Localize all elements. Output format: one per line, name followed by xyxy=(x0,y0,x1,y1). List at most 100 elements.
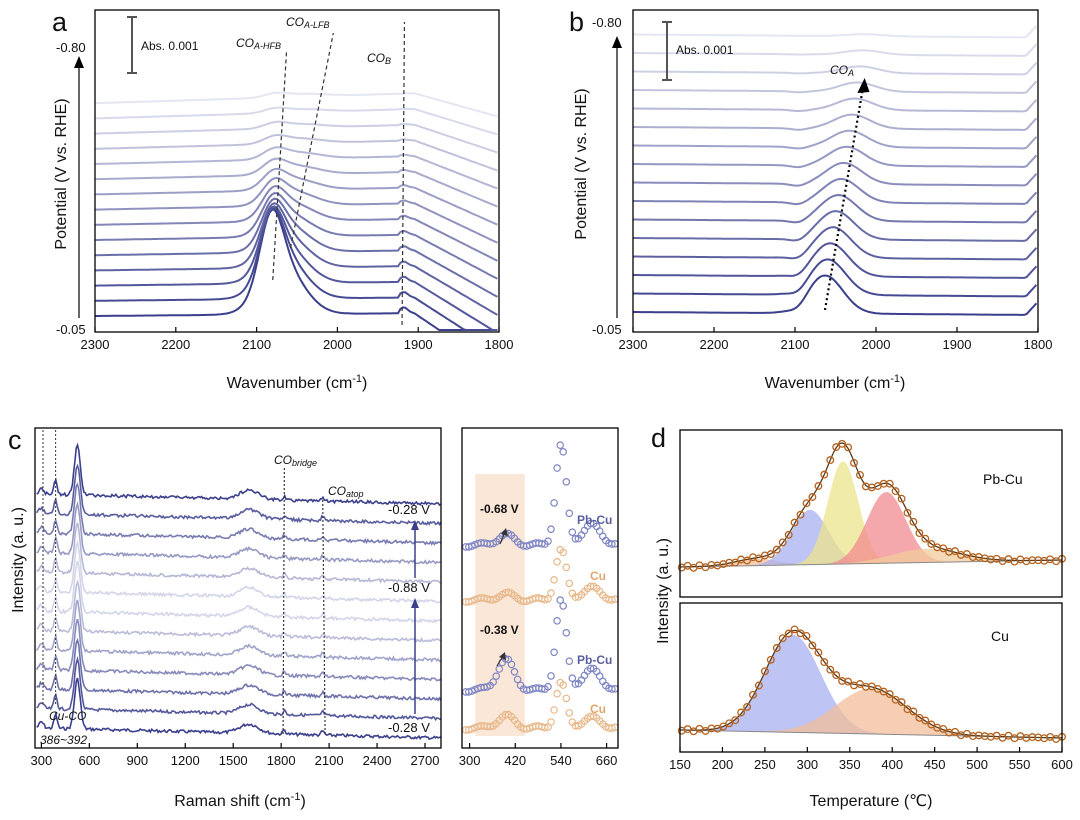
panel-d-tick-label-600: 600 xyxy=(1051,757,1073,772)
inset-cu-068-marker xyxy=(553,557,561,566)
panel-b-scale-label: Abs. 0.001 xyxy=(676,43,734,57)
panel-c-inset-spectra xyxy=(461,441,619,734)
panel-c-tick-label-2700: 2700 xyxy=(411,753,440,768)
panel-a-potential-top: -0.80 xyxy=(56,40,86,55)
panel-b-peak-label-a: COA xyxy=(830,63,854,78)
panel-d-x-label: Temperature (℃) xyxy=(810,793,933,810)
panel-c-spectrum xyxy=(36,677,441,741)
panel-d-data-marker xyxy=(951,547,959,556)
panel-d-data-marker xyxy=(772,545,781,554)
panel-d-data-marker xyxy=(921,716,930,725)
panel-c-inset-tick-label-540: 540 xyxy=(550,753,572,768)
panel-a-y-label: Potential (V vs. RHE) xyxy=(53,98,70,249)
inset-cu-038-marker xyxy=(559,681,568,689)
inset-pbcu-038-marker xyxy=(547,672,555,680)
panel-d-data-marker xyxy=(731,558,740,567)
inset-pbcu-068-marker xyxy=(550,499,558,507)
guide-co-a-arrowhead xyxy=(857,78,870,93)
panel-a-tick-label-1800: 1800 xyxy=(485,337,514,352)
inset-cu-068-marker xyxy=(547,589,555,597)
panel-d-data-marker xyxy=(784,530,793,539)
panel-d-data-marker xyxy=(754,681,763,690)
inset-pbcu-038-marker xyxy=(513,675,522,684)
inset-pbcu-038-marker xyxy=(489,678,498,686)
panel-c-spectrum xyxy=(35,539,442,604)
inset-label-cu-2: Cu xyxy=(590,702,606,716)
guide-co-a-hfb xyxy=(272,51,288,281)
panel-d-data-marker xyxy=(838,439,847,448)
panel-d-data-marker xyxy=(826,665,835,674)
panel-c-potential-bottom: -0.28 V xyxy=(388,720,430,735)
panel-c-tick-label-1200: 1200 xyxy=(171,753,200,768)
panel-d-pbcu-plot xyxy=(677,439,1066,572)
panel-a-guide-lines xyxy=(272,21,406,326)
panel-d-data-marker xyxy=(778,538,787,547)
panel-d-tick-label-500: 500 xyxy=(966,757,988,772)
inset-pbcu-068-marker xyxy=(547,525,555,534)
panel-d-tick-label-400: 400 xyxy=(881,757,903,772)
inset-potential-038: -0.38 V xyxy=(480,623,519,637)
panel-d-tick-label-150: 150 xyxy=(669,757,691,772)
panel-b-letter: b xyxy=(569,7,584,37)
panel-d-tick-label-250: 250 xyxy=(754,757,776,772)
panel-d-data-marker xyxy=(891,487,900,496)
panel-d-fit-peak-0-3 xyxy=(680,492,1062,567)
inset-pbcu-068-marker xyxy=(568,528,577,537)
panel-c-tick-label-2100: 2100 xyxy=(315,753,344,768)
panel-a-peak-label-lfb: COA-LFB xyxy=(286,15,330,30)
panel-d-data-marker xyxy=(760,667,769,676)
panel-a-spectrum xyxy=(95,202,498,316)
inset-pbcu-068-marker xyxy=(608,540,616,548)
inset-pbcu-068-marker xyxy=(556,441,565,450)
panel-b-spectrum xyxy=(633,178,1038,206)
panel-d-data-marker xyxy=(743,556,752,565)
panel-c-frame xyxy=(34,427,442,749)
guide-c-co-atop xyxy=(322,499,326,736)
panel-a-spectrum xyxy=(94,167,498,226)
inset-pbcu-038-marker xyxy=(492,672,501,681)
inset-cu-068-marker xyxy=(608,596,616,604)
panel-a-scale-label: Abs. 0.001 xyxy=(141,39,199,53)
panel-d-data-marker xyxy=(850,458,858,467)
inset-pbcu-068-marker xyxy=(544,537,552,546)
panel-a-frame xyxy=(94,9,500,333)
inset-label-pbcu-2: Pb-Cu xyxy=(577,653,612,667)
panel-a-peak-label-hfb: COA-HFB xyxy=(236,36,281,51)
panel-a-spectrum xyxy=(94,146,498,190)
panel-b-spectrum xyxy=(633,25,1038,39)
panel-a-peak-label-b: COB xyxy=(367,51,391,66)
panel-d-data-marker xyxy=(939,544,948,553)
panel-b-x-axis: 2300 2200 2100 2000 1900 1800 xyxy=(619,327,1052,352)
panel-c-inset-tick-label-300: 300 xyxy=(459,753,481,768)
panel-d-data-marker xyxy=(885,479,894,488)
panel-d-fit-peak-1-1 xyxy=(680,688,1062,738)
panel-c-inset-highlight xyxy=(475,474,525,736)
panel-d-data-marker xyxy=(927,720,936,729)
inset-pbcu-038-marker xyxy=(495,665,504,673)
panel-d-y-label: Intensity (a. u.) xyxy=(655,538,672,644)
panel-d-data-marker xyxy=(802,499,811,508)
panel-b-tick-label-1900: 1900 xyxy=(943,337,972,352)
inset-pbcu-068-marker xyxy=(571,534,580,543)
inset-potential-068: -0.68 V xyxy=(480,502,519,516)
panel-d-data-marker xyxy=(861,682,870,691)
panel-b-guide-lines xyxy=(823,78,870,311)
panel-b-spectrum xyxy=(633,194,1038,224)
panel-a-spectrum xyxy=(95,207,498,331)
panel-d-label-pbcu: Pb-Cu xyxy=(983,471,1023,487)
inset-pbcu-038-marker xyxy=(556,596,565,604)
panel-b-spectrum xyxy=(633,97,1038,113)
inset-label-pbcu-1: Pb-Cu xyxy=(577,513,612,527)
panel-c-potential-top: -0.28 V xyxy=(388,502,430,517)
panel-d-data-marker xyxy=(778,634,787,643)
panel-b-spectrum xyxy=(633,43,1038,57)
panel-d-data-marker xyxy=(885,690,894,699)
panel-d-data-marker xyxy=(772,644,781,652)
inset-cu-068-marker xyxy=(562,563,571,572)
inset-cu-038-marker xyxy=(608,724,616,732)
panel-d-data-marker xyxy=(790,518,799,527)
panel-b-spectrum xyxy=(633,129,1038,150)
panel-d-data-marker xyxy=(725,719,734,728)
panel-d-data-marker xyxy=(802,631,811,640)
panel-d-data-marker xyxy=(921,534,930,543)
